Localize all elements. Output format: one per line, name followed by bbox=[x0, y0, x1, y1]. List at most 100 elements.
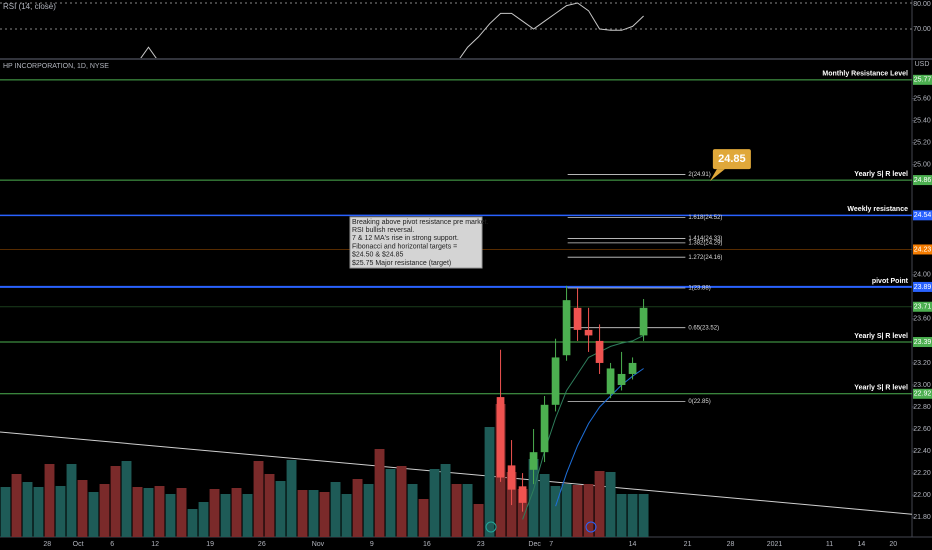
fib-label: 0(22.85) bbox=[688, 399, 710, 405]
level-label: Weekly resistance bbox=[847, 206, 908, 213]
x-tick-label: 14 bbox=[629, 541, 637, 548]
currency: USD bbox=[915, 61, 930, 68]
y-tick-label: 22.60 bbox=[913, 426, 931, 433]
candle-body bbox=[628, 362, 637, 374]
candle-body bbox=[529, 452, 538, 470]
x-tick-label: 19 bbox=[206, 541, 214, 548]
volume-bar bbox=[187, 509, 198, 537]
candle-body bbox=[518, 486, 527, 503]
candle-body bbox=[562, 300, 571, 356]
moving-average bbox=[522, 334, 644, 520]
volume-bar bbox=[308, 490, 319, 537]
y-tick-label: 23.60 bbox=[913, 316, 931, 323]
x-tick-label: 21 bbox=[684, 541, 692, 548]
candle-body bbox=[617, 373, 626, 385]
fib-label: 1(23.88) bbox=[688, 286, 710, 292]
level-label: Yearly S| R level bbox=[854, 333, 908, 340]
volume-bar bbox=[319, 492, 330, 537]
volume-bar bbox=[286, 460, 297, 537]
price-badge-label: 23.39 bbox=[914, 339, 932, 346]
candle-body bbox=[639, 307, 648, 336]
y-tick-label: 23.00 bbox=[913, 382, 931, 389]
rsi-line bbox=[140, 2, 644, 58]
x-tick-label: 28 bbox=[43, 541, 51, 548]
volume-bar bbox=[407, 484, 418, 537]
note-box bbox=[349, 216, 483, 269]
volume-bar bbox=[209, 489, 220, 537]
y-tick-label: 23.20 bbox=[913, 360, 931, 367]
event-icon[interactable] bbox=[485, 521, 497, 533]
x-tick-label: 2021 bbox=[767, 541, 783, 548]
fib-label: 1.272(24.16) bbox=[688, 255, 722, 261]
x-tick-label: 20 bbox=[889, 541, 897, 548]
y-tick-label: 80.00 bbox=[913, 1, 931, 8]
event-icon[interactable] bbox=[585, 521, 597, 533]
x-tick-label: 7 bbox=[549, 541, 553, 548]
volume-bar bbox=[220, 494, 231, 537]
volume-bar bbox=[297, 490, 308, 537]
volume-bar bbox=[385, 469, 396, 537]
rsi-pane bbox=[0, 2, 912, 58]
callout-pointer bbox=[709, 169, 725, 182]
fib-label: 2(24.91) bbox=[688, 172, 710, 178]
level-label: Yearly S| R level bbox=[854, 385, 908, 392]
candle-body bbox=[573, 307, 582, 330]
rsi-title: RSI (14, close) bbox=[3, 2, 56, 11]
y-tick-label: 25.00 bbox=[913, 161, 931, 168]
candle-body bbox=[595, 340, 604, 363]
price-badge-label: 22.92 bbox=[914, 391, 932, 398]
x-tick-label: 11 bbox=[826, 541, 833, 548]
volume-bar bbox=[616, 494, 627, 537]
volume-bar bbox=[583, 484, 594, 537]
candle-body bbox=[496, 397, 505, 478]
volume-bar bbox=[484, 427, 495, 537]
x-tick-label: 23 bbox=[477, 541, 485, 548]
volume-bar bbox=[0, 487, 11, 537]
symbol-title: HP INCORPORATION, 1D, NYSE bbox=[3, 63, 109, 70]
note-line: Fibonacci and horizontal targets = bbox=[352, 243, 457, 250]
price-badge bbox=[913, 337, 932, 348]
volume-bar bbox=[396, 466, 407, 537]
x-tick-label: 26 bbox=[258, 541, 266, 548]
candle-body bbox=[507, 465, 516, 490]
volume-bar bbox=[55, 486, 66, 537]
price-badge-label: 25.77 bbox=[914, 77, 932, 84]
y-tick-label: 22.40 bbox=[913, 448, 931, 455]
volume-bar bbox=[418, 499, 429, 537]
y-tick-label: 22.20 bbox=[913, 470, 931, 477]
volume-bar bbox=[176, 488, 187, 537]
y-tick-label: 22.80 bbox=[913, 404, 931, 411]
volume-bar bbox=[143, 488, 154, 537]
volume-bar bbox=[44, 464, 55, 537]
price-badge-label: 23.89 bbox=[914, 284, 932, 291]
x-tick-label: 28 bbox=[727, 541, 735, 548]
fib-label: 0.65(23.52) bbox=[688, 325, 719, 331]
candle-body bbox=[551, 357, 560, 405]
price-badge bbox=[913, 74, 932, 85]
volume-bar bbox=[528, 459, 539, 537]
x-tick-label: 9 bbox=[370, 541, 374, 548]
volume-bar bbox=[594, 471, 605, 537]
y-tick-label: 25.20 bbox=[913, 139, 931, 146]
volume-bar bbox=[572, 485, 583, 537]
volume-bar bbox=[121, 461, 132, 537]
volume-bar bbox=[66, 464, 77, 537]
moving-average bbox=[555, 368, 644, 507]
price-badge bbox=[913, 244, 932, 255]
x-tick-label: 16 bbox=[423, 541, 431, 548]
volume-bar bbox=[561, 484, 572, 537]
volume-bar bbox=[638, 494, 649, 537]
volume-bar bbox=[231, 488, 242, 537]
price-badge-label: 24.86 bbox=[914, 177, 932, 184]
volume-bar bbox=[517, 489, 528, 537]
x-tick-label: Dec bbox=[528, 541, 541, 548]
volume-bar bbox=[11, 474, 22, 537]
volume-bar bbox=[462, 484, 473, 537]
volume-bar bbox=[440, 464, 451, 537]
candle-body bbox=[540, 404, 549, 453]
volume-bar bbox=[22, 482, 33, 537]
volume-bar bbox=[242, 494, 253, 537]
volume-bar bbox=[341, 494, 352, 537]
price-badge-label: 24.23 bbox=[914, 246, 932, 253]
